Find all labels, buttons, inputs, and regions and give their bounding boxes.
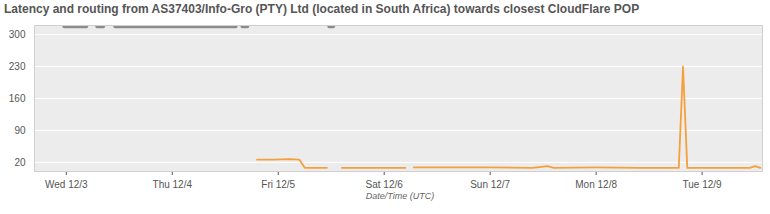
svg-text:160: 160	[9, 93, 26, 104]
svg-text:90: 90	[14, 125, 26, 136]
svg-text:300: 300	[9, 29, 26, 40]
svg-text:Mon 12/8: Mon 12/8	[575, 179, 617, 190]
svg-text:Wed 12/3: Wed 12/3	[45, 179, 88, 190]
svg-text:Sun 12/7: Sun 12/7	[470, 179, 510, 190]
svg-text:Tue 12/9: Tue 12/9	[683, 179, 723, 190]
svg-text:Sat 12/6: Sat 12/6	[366, 179, 404, 190]
svg-text:20: 20	[14, 157, 26, 168]
svg-text:230: 230	[9, 61, 26, 72]
html-text:Date/Time (UTC): Date/Time (UTC)	[365, 191, 435, 201]
svg-text:Fri 12/5: Fri 12/5	[261, 179, 295, 190]
svg-text:Thu 12/4: Thu 12/4	[153, 179, 193, 190]
html-text:Latency and routing from AS374: Latency and routing from AS37403/Info-Gr…	[4, 2, 640, 16]
